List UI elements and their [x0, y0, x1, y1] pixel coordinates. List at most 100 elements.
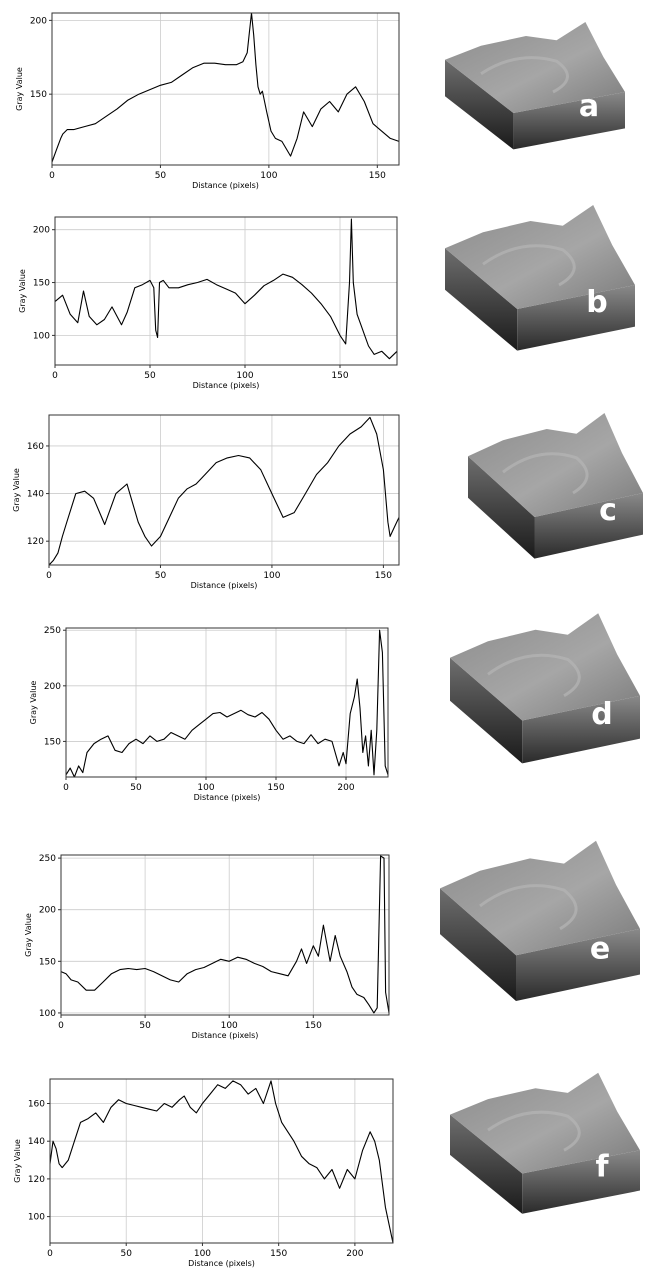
plot-frame [54, 216, 398, 366]
x-tick-label: 100 [260, 171, 277, 181]
y-tick-label: 140 [28, 1137, 45, 1147]
surface-ridge [479, 884, 578, 931]
y-tick-label: 100 [39, 1009, 56, 1019]
plot-area [49, 415, 399, 565]
surface-right-face [517, 285, 635, 351]
surface-right-face [516, 928, 640, 1001]
y-tick-label: 100 [33, 331, 50, 341]
y-axis-title: Gray Value [15, 67, 24, 111]
surface-ridge [480, 56, 569, 94]
surface-right-face [534, 493, 643, 559]
x-axis-title: Distance (pixels) [193, 381, 260, 390]
plot-frame [65, 627, 389, 778]
x-tick-label: 100 [236, 371, 253, 381]
y-tick-label: 160 [27, 442, 44, 452]
y-tick-label: 150 [30, 90, 47, 100]
x-tick-label: 0 [47, 1249, 53, 1259]
surface-right-face [522, 1150, 640, 1214]
surface-plot-thumbnail: e [440, 840, 640, 1001]
surface-left-face [440, 888, 516, 1001]
x-tick-label: 150 [267, 783, 284, 793]
profile-line [65, 629, 389, 778]
x-axis-title: Distance (pixels) [191, 581, 258, 590]
profile-line [48, 416, 400, 566]
surface-ridge [487, 653, 581, 698]
x-tick-label: 150 [369, 171, 386, 181]
chart-panel-e: 0 50 100 150 100 150 200 250 Distance (pixels) Gr… [24, 854, 390, 1040]
y-tick-label: 250 [44, 626, 61, 636]
y-axis-title: Gray Value [12, 468, 21, 512]
x-tick-label: 150 [270, 1249, 287, 1259]
x-tick-label: 150 [331, 371, 348, 381]
chart-panel-c: 0 50 100 150 120 140 160 Distance (pixels) Gray … [12, 414, 400, 590]
chart-panel-a: 0 50 100 150 150 200 Distance (pixels) Gray Val… [15, 12, 400, 190]
x-tick-label: 50 [155, 571, 167, 581]
x-tick-label: 0 [58, 1021, 64, 1031]
y-tick-label: 120 [27, 537, 44, 547]
plot-frame [60, 854, 390, 1016]
surface-ridge [482, 244, 576, 287]
surface-left-face [445, 248, 518, 351]
plot-area [61, 855, 389, 1015]
plot-area [52, 13, 399, 165]
panel-letter: b [586, 285, 607, 320]
x-tick-label: 200 [346, 1249, 363, 1259]
profile-line [60, 855, 390, 1014]
x-tick-label: 50 [130, 783, 142, 793]
x-tick-label: 150 [305, 1021, 322, 1031]
y-tick-label: 150 [44, 737, 61, 747]
y-tick-label: 200 [30, 16, 47, 26]
chart-panel-f: 0 50 100 150 200 100 120 140 160 Distance (pixels… [13, 1078, 394, 1268]
surface-left-face [450, 657, 523, 764]
surface-left-face [445, 59, 514, 150]
y-axis-title: Gray Value [13, 1139, 22, 1183]
surface-plot-thumbnail: c [468, 413, 643, 559]
x-tick-label: 100 [197, 783, 214, 793]
y-tick-label: 150 [33, 279, 50, 289]
panel-letter: d [591, 697, 612, 732]
y-tick-label: 200 [33, 226, 50, 236]
surface-plot-thumbnail: d [450, 613, 640, 764]
y-tick-label: 160 [28, 1100, 45, 1110]
chart-panel-d: 0 50 100 150 200 150 200 250 Distance (pixels) Gr… [29, 626, 389, 802]
y-tick-label: 200 [44, 682, 61, 692]
x-tick-label: 100 [221, 1021, 238, 1031]
surface-top [450, 1072, 640, 1174]
x-axis-title: Distance (pixels) [188, 1259, 255, 1268]
surface-plot-thumbnail: f [450, 1072, 640, 1214]
panel-letter: e [590, 932, 610, 967]
x-tick-label: 50 [120, 1249, 132, 1259]
profile-line [54, 218, 398, 360]
y-axis-title: Gray Value [29, 681, 38, 725]
profile-line [49, 1080, 394, 1244]
x-axis-title: Distance (pixels) [192, 181, 259, 190]
surface-top [440, 840, 640, 956]
chart-panel-b: 0 50 100 150 100 150 200 Distance (pixels) Gray … [18, 216, 398, 390]
surface-left-face [468, 456, 535, 559]
surface-plot-thumbnail: a [445, 22, 625, 150]
y-tick-label: 200 [39, 906, 56, 916]
panel-letter: f [595, 1150, 609, 1185]
y-tick-label: 250 [39, 854, 56, 864]
x-tick-label: 0 [46, 571, 52, 581]
plot-frame [48, 414, 400, 566]
x-axis-title: Distance (pixels) [192, 1031, 259, 1040]
surface-top [468, 413, 643, 517]
y-tick-label: 100 [28, 1213, 45, 1223]
panel-letter: c [599, 493, 617, 528]
x-axis-title: Distance (pixels) [194, 793, 261, 802]
x-tick-label: 200 [337, 783, 354, 793]
plot-frame [49, 1078, 394, 1244]
x-tick-label: 100 [263, 571, 280, 581]
surface-right-face [522, 695, 640, 764]
y-axis-title: Gray Value [24, 913, 33, 957]
y-axis-title: Gray Value [18, 269, 27, 313]
x-tick-label: 50 [139, 1021, 151, 1031]
surface-left-face [450, 1114, 523, 1214]
y-tick-label: 150 [39, 957, 56, 967]
surface-right-face [513, 92, 625, 150]
panel-letter: a [579, 89, 599, 124]
profile-line [51, 12, 400, 163]
